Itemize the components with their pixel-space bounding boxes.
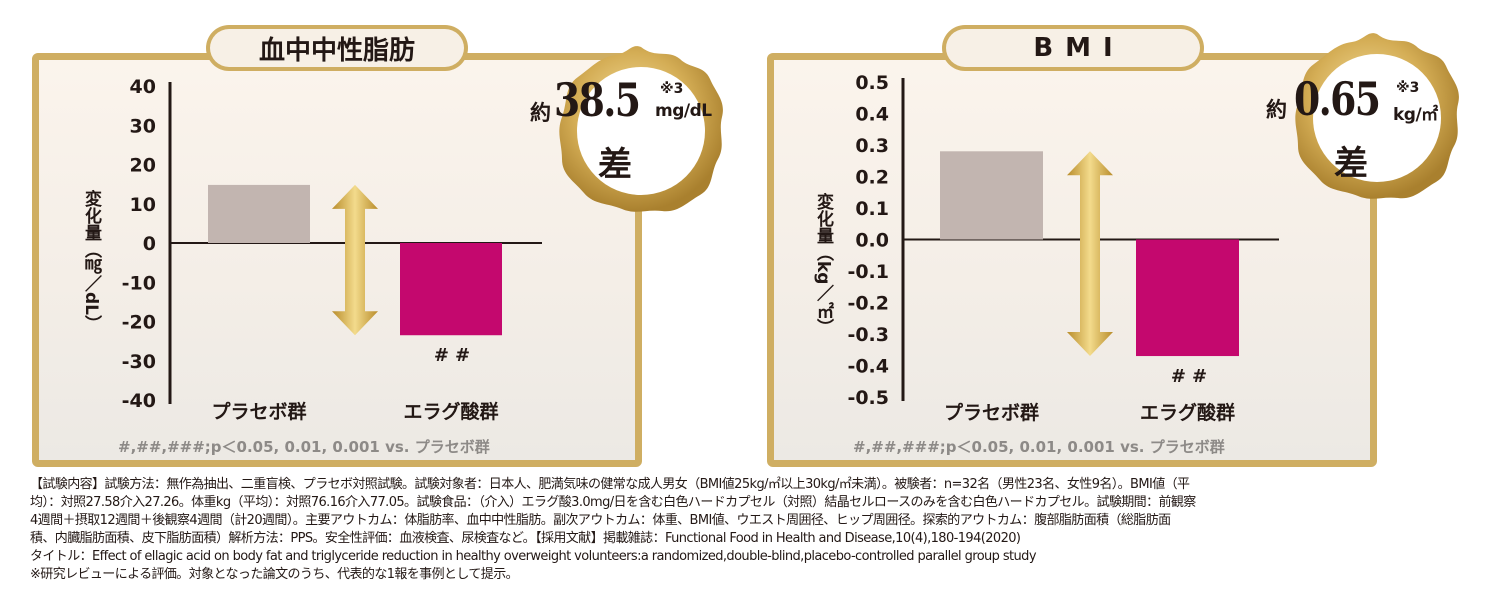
study-footnotes: 【試験内容】試験方法：無作為抽出、二重盲検、プラセボ対照試験。試験対象者：日本人… [30, 476, 1480, 584]
triglyceride-significance-note: #,##,###;p＜0.05, 0.01, 0.001 vs. プラセボ群 [118, 438, 490, 456]
bmi-bar-chart: 0.5 0.4 0.3 0.2 0.1 0.0 -0.1 -0.2 -0.3 -0.4 -0.5 プラ… [847, 72, 1279, 424]
badge-value: 0.65 [1294, 72, 1381, 126]
y-tick-label: -0.3 [847, 324, 889, 346]
gold-seal-icon [559, 46, 723, 212]
bmi-significance-note: #,##,###;p＜0.05, 0.01, 0.001 vs. プラセボ群 [853, 438, 1225, 456]
y-tick-label: 0.1 [855, 198, 889, 220]
placebo-bar [208, 184, 310, 243]
badge-suffix: 差 [598, 145, 632, 185]
badge-value: 38.5 [554, 73, 641, 127]
x-category-label: プラセボ群 [211, 400, 306, 423]
bmi-panel [767, 53, 1377, 467]
significance-marker: ## [434, 345, 476, 366]
ellagic-acid-bar [400, 243, 502, 336]
bar-charts-canvas: 40 30 20 10 0 -10 -20 -30 -40 プラセボ群 エラグ酸群 ## 0.5 0.4… [122, 72, 1279, 424]
badge-unit: kg/㎡ [1393, 105, 1438, 125]
y-tick-label: 0.5 [855, 72, 889, 94]
y-tick-label: 0.2 [855, 167, 889, 189]
y-tick-label: -0.4 [847, 356, 889, 378]
bmi-y-axis-label: 変化量（kg／㎡） [813, 193, 833, 336]
bmi-chart-title: BMI [946, 29, 1200, 67]
badge-reference: ※3 [660, 81, 684, 97]
y-tick-label: -20 [122, 312, 156, 334]
y-tick-label: -40 [122, 390, 156, 412]
badge-suffix: 差 [1334, 144, 1368, 184]
difference-arrow-icon [1067, 151, 1113, 357]
gold-seal-icon [1295, 33, 1459, 199]
badge-unit: mg/dL [655, 101, 712, 121]
badge-prefix: 約 [530, 101, 551, 125]
y-tick-label: -0.1 [847, 261, 889, 283]
x-category-label: エラグ酸群 [1140, 401, 1235, 424]
badge-reference: ※3 [1396, 80, 1420, 96]
placebo-bar [940, 151, 1043, 240]
bmi-title-pill: BMI [942, 25, 1204, 71]
y-tick-label: 0 [143, 233, 156, 255]
y-tick-label: 0.0 [855, 230, 889, 252]
footnote-line: 均）：対照27.58介入27.26。体重kg（平均）：対照76.16介入77.0… [30, 495, 1196, 510]
difference-arrow-icon [332, 184, 378, 336]
y-tick-label: -0.2 [847, 293, 889, 315]
footnote-line: 4週間＋摂取12週間＋後観察4週間（計20週間）。主要アウトカム：体脂肪率、血中… [30, 513, 1171, 528]
y-tick-label: -0.5 [847, 387, 889, 409]
x-category-label: プラセボ群 [944, 401, 1039, 424]
triglyceride-title-pill: 血中中性脂肪 [206, 25, 468, 71]
triglyceride-bar-chart: 40 30 20 10 0 -10 -20 -30 -40 プラセボ群 エラグ酸群 ## [122, 76, 542, 423]
ellagic-acid-bar [1136, 239, 1239, 357]
footnote-line: ※研究レビューによる評価。対象となった論文のうち、代表的な1報を事例として提示。 [30, 567, 519, 582]
triglyceride-difference-badge: 約 38.5 ※3 mg/dL 差 [530, 45, 726, 215]
footnote-line: 【試験内容】試験方法：無作為抽出、二重盲検、プラセボ対照試験。試験対象者：日本人… [30, 477, 1190, 492]
y-tick-label: 0.3 [855, 135, 889, 157]
significance-marker: ## [1171, 366, 1213, 387]
bmi-difference-badge: 約 0.65 ※3 kg/㎡ 差 [1266, 32, 1462, 202]
triglyceride-chart-title: 血中中性脂肪 [210, 29, 464, 67]
y-tick-label: -10 [122, 272, 156, 294]
y-tick-label: 30 [130, 115, 156, 137]
triglyceride-y-axis-label: 変化量（㎎／dL） [81, 190, 101, 333]
y-tick-label: -30 [122, 351, 156, 373]
y-tick-label: 10 [130, 194, 156, 216]
x-category-label: エラグ酸群 [403, 400, 498, 423]
y-tick-label: 40 [130, 76, 156, 98]
badge-prefix: 約 [1266, 98, 1287, 122]
footnote-line: 積、内臓脂肪面積、皮下脂肪面積）解析方法：PPS。安全性評価：血液検査、尿検査な… [30, 531, 1021, 546]
y-tick-label: 20 [130, 155, 156, 177]
y-tick-label: 0.4 [855, 104, 889, 126]
footnote-line: タイトル：Effect of ellagic acid on body fat … [30, 549, 1037, 564]
